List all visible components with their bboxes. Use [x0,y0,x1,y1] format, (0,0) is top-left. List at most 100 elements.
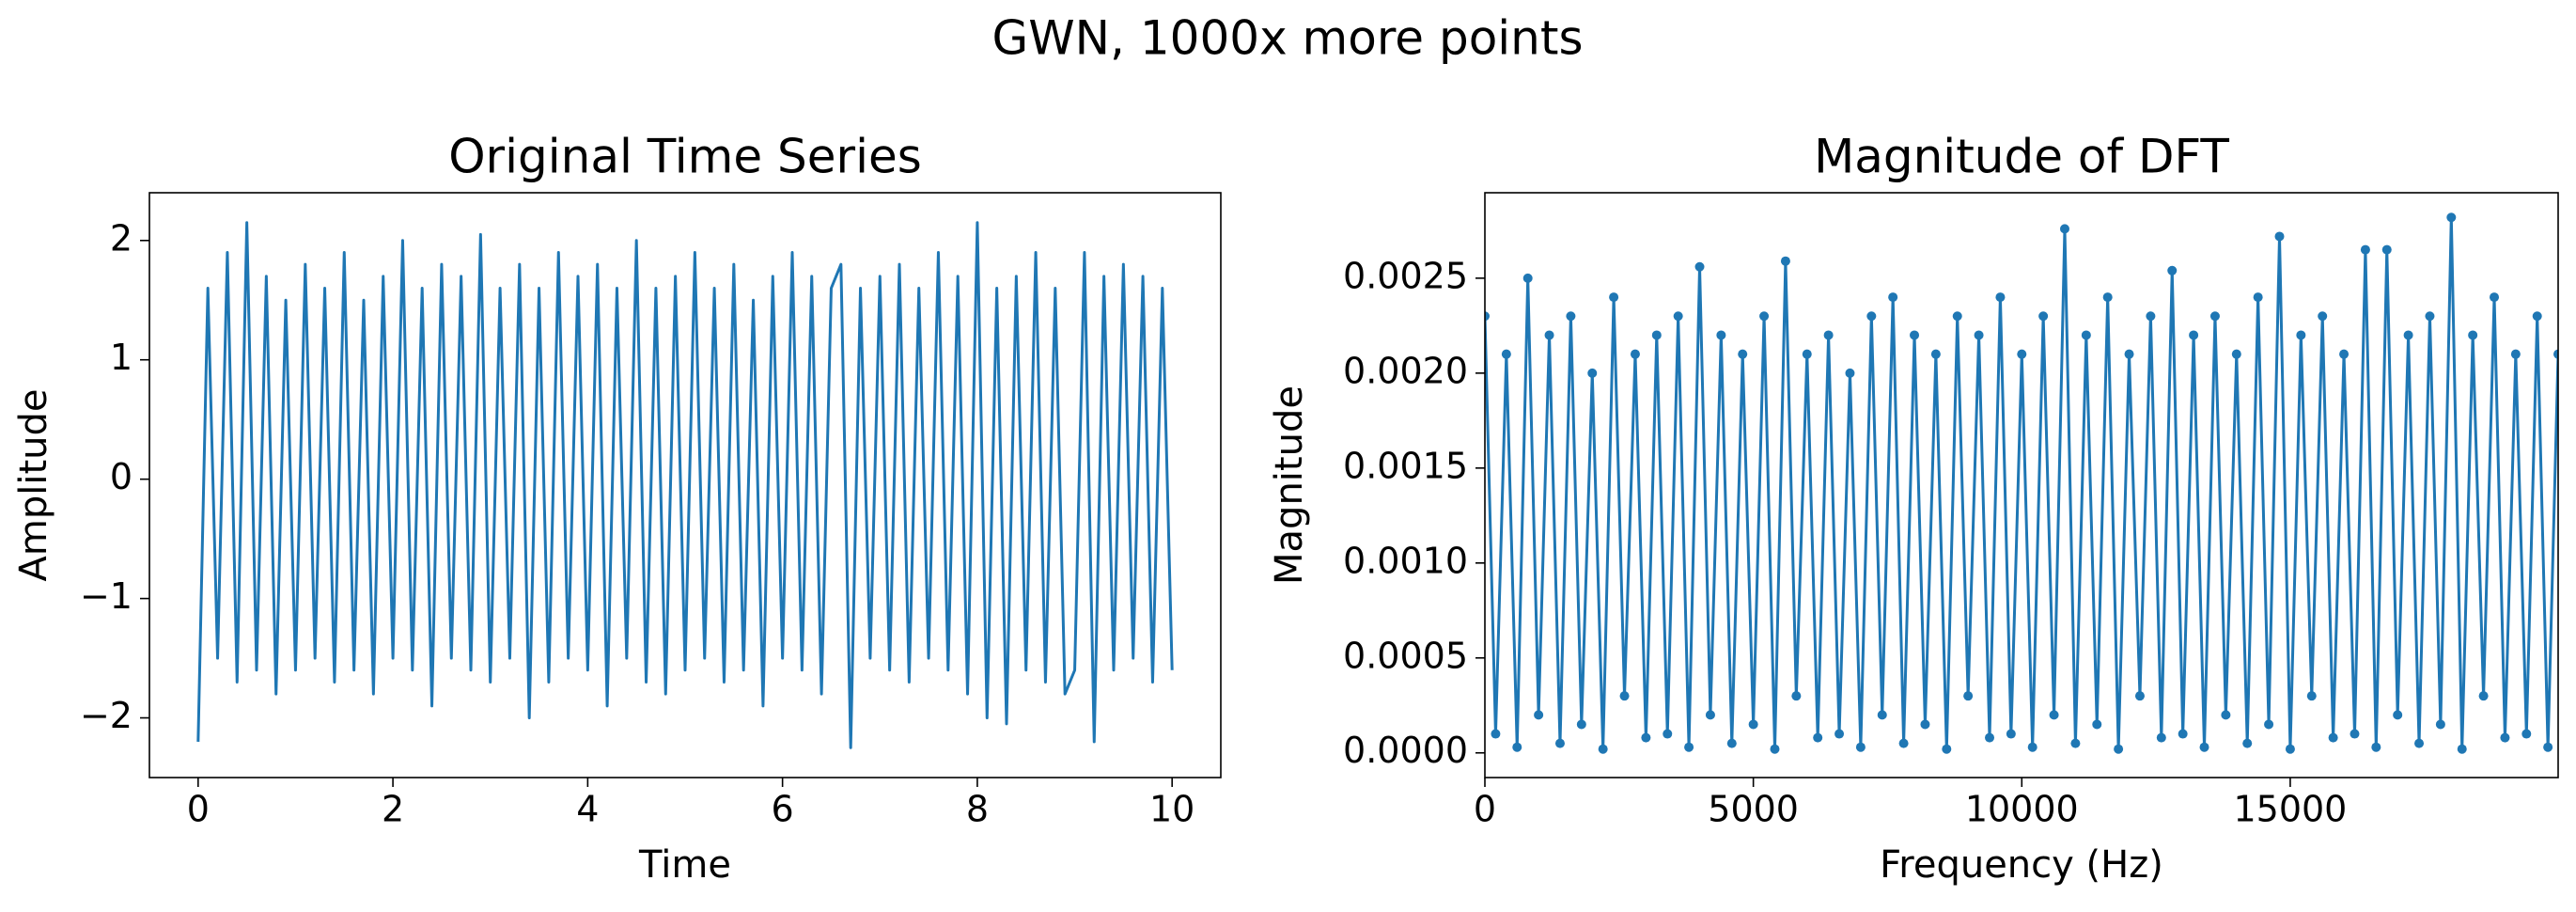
data-marker [1663,729,1673,739]
data-marker [1963,691,1974,701]
data-marker [2446,212,2457,223]
data-marker [1609,292,1619,303]
y-axis-label: Magnitude [1268,385,1311,585]
x-axis-label: Frequency (Hz) [1880,843,2163,887]
data-marker [2403,330,2413,340]
data-marker [1619,691,1630,701]
data-marker [1554,738,1565,748]
data-marker [2017,349,2027,359]
data-marker [1845,368,1855,378]
data-marker [1576,719,1586,730]
data-marker [2081,330,2091,340]
data-marker [1673,311,1683,322]
data-marker [2328,732,2338,743]
data-marker [2553,349,2558,359]
x-tick-label: 0 [1474,789,1496,830]
data-marker [2490,292,2500,303]
data-marker [2114,744,2124,754]
data-marker [2146,311,2156,322]
data-marker [1759,311,1770,322]
data-marker [1534,710,1544,720]
data-marker [1898,738,1909,748]
data-marker [2156,732,2166,743]
axes-title: Original Time Series [448,130,922,184]
y-axis-label: Amplitude [12,389,55,582]
x-tick-label: 4 [576,789,599,830]
data-marker [1942,744,1952,754]
data-marker [1651,330,1662,340]
x-tick-label: 15000 [2233,789,2347,830]
y-tick-label: 0.0020 [1343,350,1468,391]
data-marker [1995,292,2006,303]
x-axis-label: Time [638,843,731,887]
data-marker [1910,330,1920,340]
data-marker [1802,349,1812,359]
data-marker [1930,349,1941,359]
data-marker [1748,719,1758,730]
data-marker [1952,311,1962,322]
data-marker [1705,710,1715,720]
data-marker [1813,732,1823,743]
y-tick-label: 0.0015 [1343,445,1468,486]
data-marker [1877,710,1887,720]
data-marker [2274,231,2285,242]
data-marker [2231,349,2241,359]
data-marker [2285,744,2295,754]
data-line [196,221,1174,749]
x-tick-label: 8 [966,789,989,830]
y-tick-label: 0 [110,456,133,497]
y-tick-label: −2 [80,695,133,736]
data-marker [2510,349,2521,359]
data-marker [2381,244,2392,255]
data-marker [2124,349,2134,359]
data-marker [2435,719,2445,730]
data-marker [1974,330,1984,340]
y-tick-label: −1 [80,575,133,617]
data-marker [2199,742,2209,752]
data-marker [2092,719,2102,730]
data-marker [1566,311,1576,322]
data-marker [2414,738,2425,748]
data-marker [1855,742,1866,752]
y-tick-label: 2 [110,217,133,259]
data-marker [1694,261,1705,272]
data-marker [1501,349,1511,359]
data-marker [1491,729,1501,739]
y-tick-label: 0.0000 [1343,730,1468,771]
data-marker [2006,729,2016,739]
data-marker [2371,742,2381,752]
data-marker [1780,256,1790,266]
axes-frame [148,192,1222,778]
data-marker [2242,738,2253,748]
data-marker [2543,742,2553,752]
x-tick-label: 10000 [1965,789,2079,830]
data-marker [2027,742,2037,752]
data-marker [2209,311,2220,322]
data-marker [2360,244,2370,255]
data-marker [2457,744,2467,754]
data-marker [2038,311,2049,322]
figure-title: GWN, 1000x more points [991,11,1583,66]
data-marker [2393,710,2403,720]
data-marker [2521,729,2532,739]
data-marker [1726,738,1737,748]
data-marker [2500,732,2510,743]
data-marker [1544,330,1554,340]
data-marker [1738,349,1748,359]
data-marker [2189,330,2199,340]
data-marker [2070,738,2081,748]
data-marker [2178,729,2188,739]
axes-title: Magnitude of DFT [1814,130,2229,184]
y-tick-label: 1 [110,337,133,378]
x-tick-label: 5000 [1708,789,1799,830]
data-marker [2059,224,2069,234]
data-marker [2318,311,2328,322]
x-tick-label: 2 [382,789,404,830]
data-marker [2350,729,2360,739]
data-marker [2532,311,2542,322]
data-marker [1920,719,1930,730]
data-marker [2264,719,2274,730]
data-marker [1684,742,1694,752]
